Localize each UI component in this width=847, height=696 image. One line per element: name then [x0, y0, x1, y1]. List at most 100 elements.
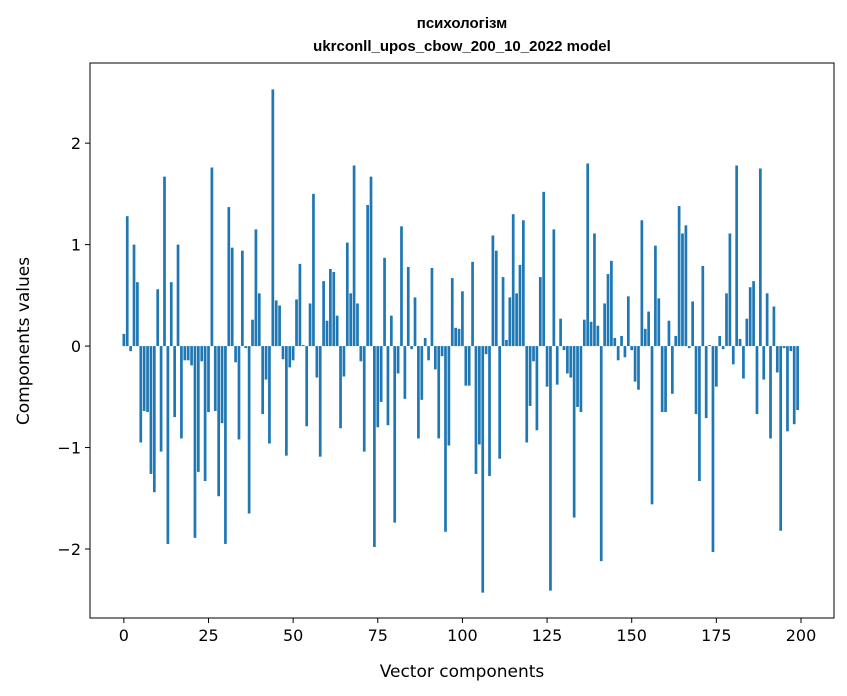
x-tick-label: 0 — [119, 626, 129, 645]
bar-89 — [423, 337, 427, 347]
bar-138 — [589, 321, 593, 347]
bar-194 — [779, 346, 783, 531]
bar-192 — [772, 306, 776, 347]
bar-11 — [159, 346, 163, 452]
bar-133 — [572, 346, 576, 518]
bar-174 — [711, 346, 715, 553]
bar-119 — [525, 346, 529, 443]
bar-167 — [687, 346, 691, 349]
bar-17 — [180, 346, 183, 439]
bar-161 — [667, 320, 671, 347]
bar-163 — [674, 335, 678, 347]
bar-143 — [606, 274, 610, 347]
bar-27 — [213, 346, 217, 412]
x-tick-label: 100 — [447, 626, 478, 645]
x-tick-label: 125 — [532, 626, 563, 645]
bar-32 — [230, 247, 234, 347]
bar-55 — [308, 303, 312, 347]
bar-79 — [389, 315, 393, 347]
bar-52 — [298, 263, 302, 347]
bar-81 — [396, 346, 400, 374]
bar-95 — [444, 346, 447, 532]
bar-40 — [257, 293, 261, 347]
bar-142 — [603, 303, 606, 347]
bar-155 — [647, 311, 650, 347]
bar-84 — [406, 266, 410, 347]
bar-3 — [132, 244, 136, 347]
bar-54 — [305, 346, 309, 427]
bar-171 — [701, 265, 705, 347]
bar-53 — [301, 345, 305, 347]
x-axis: 0 25 50 75 100 125 150 175 200 — [119, 618, 816, 645]
bar-48 — [285, 346, 288, 456]
bar-110 — [494, 250, 498, 347]
bar-150 — [630, 346, 634, 351]
bar-114 — [508, 297, 512, 347]
bar-168 — [691, 301, 695, 347]
bar-186 — [752, 281, 755, 347]
bar-123 — [538, 277, 542, 347]
bar-173 — [708, 345, 711, 347]
bar-182 — [738, 338, 742, 347]
bar-65 — [342, 346, 346, 377]
bar-170 — [698, 346, 701, 482]
bar-72 — [366, 205, 369, 347]
bar-144 — [610, 260, 613, 347]
y-tick-label: −1 — [57, 439, 81, 458]
bar-102 — [467, 346, 471, 386]
bar-73 — [369, 176, 373, 347]
bar-30 — [224, 346, 227, 544]
bar-93 — [437, 346, 441, 439]
bar-106 — [481, 346, 485, 593]
bar-130 — [562, 346, 566, 351]
bar-115 — [511, 214, 515, 347]
bar-28 — [217, 346, 221, 497]
chart-title-line-2: ukrconll_upos_cbow_200_10_2022 model — [313, 38, 611, 55]
bar-169 — [694, 346, 698, 415]
bar-25 — [207, 346, 210, 413]
bar-122 — [535, 346, 539, 431]
bar-42 — [264, 346, 268, 380]
bar-175 — [714, 346, 718, 387]
bar-176 — [718, 335, 722, 347]
bar-74 — [373, 346, 376, 547]
bar-118 — [522, 220, 525, 347]
bar-124 — [542, 191, 546, 347]
bar-111 — [498, 346, 502, 459]
bar-135 — [579, 346, 583, 413]
bar-80 — [393, 346, 397, 523]
bar-117 — [518, 264, 522, 347]
bar-15 — [173, 346, 176, 418]
bar-196 — [786, 346, 789, 432]
bar-56 — [312, 193, 315, 347]
bar-67 — [349, 293, 353, 347]
bar-78 — [386, 346, 390, 426]
bar-16 — [176, 244, 180, 347]
bar-195 — [782, 346, 786, 349]
bar-180 — [731, 346, 735, 365]
bar-94 — [440, 346, 444, 357]
bar-47 — [281, 346, 285, 360]
bar-23 — [200, 346, 204, 362]
bar-129 — [559, 318, 562, 347]
bar-88 — [420, 346, 424, 400]
bar-33 — [234, 346, 237, 363]
bar-82 — [400, 226, 403, 347]
bar-125 — [545, 346, 549, 387]
y-tick-label: 2 — [71, 134, 81, 153]
bar-2 — [129, 346, 132, 352]
bar-8 — [149, 346, 153, 474]
bar-103 — [471, 261, 474, 347]
bar-41 — [261, 346, 265, 415]
bar-113 — [505, 339, 508, 347]
bar-165 — [681, 233, 684, 347]
bar-43 — [268, 346, 271, 444]
bar-193 — [775, 346, 779, 373]
bar-92 — [433, 346, 437, 370]
bar-137 — [586, 163, 590, 347]
bar-108 — [488, 346, 491, 476]
bar-140 — [596, 325, 600, 347]
bar-1 — [125, 216, 129, 347]
y-tick-label: 1 — [71, 236, 81, 255]
